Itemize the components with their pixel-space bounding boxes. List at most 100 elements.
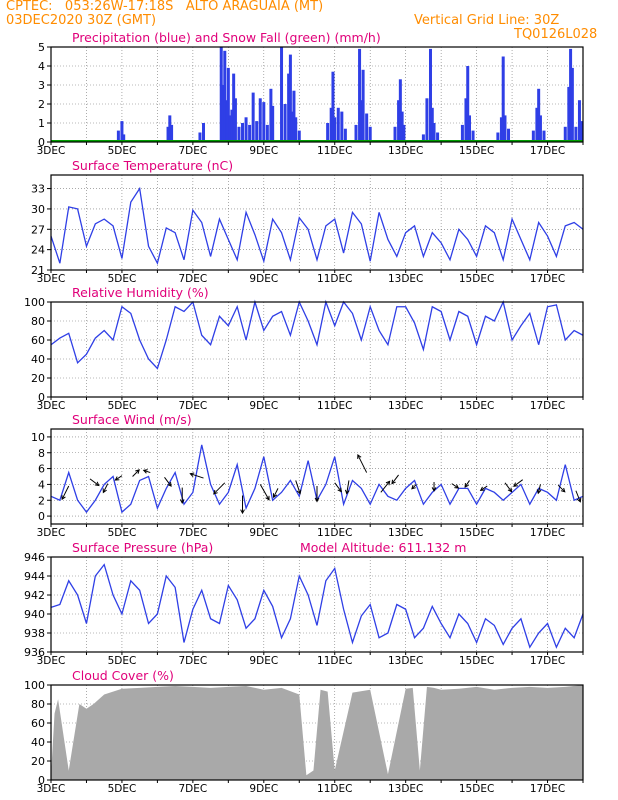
x-tick-label: 13DEC [388,783,423,795]
wind-arrow [164,476,172,487]
precip-bar [288,54,292,142]
precip-bar [251,92,255,142]
precip-bar [248,124,252,142]
plot-frame [50,428,584,525]
precip-bar [326,123,330,142]
wind-arrow [102,483,109,494]
precip-bar [230,109,234,142]
x-tick-label: 11DEC [317,145,352,157]
precip-bar [226,67,230,142]
precip-bar [569,48,573,142]
precip-bar [258,98,262,142]
precip-bar [225,100,229,142]
precip-bar [333,117,337,142]
pres-title: Surface Pressure (hPa) [72,540,213,555]
y-tick-label: 27 [31,223,45,236]
x-tick-label: 9DEC [249,400,278,412]
x-tick-label: 17DEC [530,145,565,157]
precip-bar [468,115,472,142]
precip-bar [499,117,503,142]
x-tick-label: 17DEC [530,655,565,667]
precip-bar [567,86,571,142]
precip-bar [336,107,340,142]
precip-bar [170,124,174,142]
precip-bar [292,90,296,142]
precip-bar [365,113,369,142]
wind-arrow [411,484,417,490]
x-tick-label: 5DEC [108,527,137,539]
plot-frame [50,684,584,781]
y-tick-label: 33 [31,183,45,196]
x-tick-label: 3DEC [37,400,66,412]
wind-arrow [213,482,226,495]
precip-bar [464,98,468,142]
precip-bar [400,111,404,142]
precip-bar [265,124,269,142]
x-tick-label: 13DEC [388,273,423,285]
temp-title: Surface Temperature (nC) [72,158,233,173]
x-tick-label: 3DEC [37,527,66,539]
x-tick-label: 3DEC [37,783,66,795]
wind-arrow [557,484,566,493]
x-tick-label: 17DEC [530,400,565,412]
precip-bar [542,130,546,142]
precip-bar [402,124,406,142]
precip-bar [503,115,507,142]
precip-bar [244,117,248,142]
x-tick-label: 13DEC [388,527,423,539]
wind-arrow [272,488,279,499]
precip-bar [269,88,273,142]
precip-bar [280,47,284,142]
wind-arrow [61,485,70,501]
precip-bar [202,123,206,142]
run-date: 03DEC2020 30Z (GMT) [6,13,157,28]
precip-bar [430,107,434,142]
y-tick-label: 2 [38,494,45,507]
plot-frame [50,46,584,143]
precip-bar [262,102,266,142]
x-tick-label: 9DEC [249,527,278,539]
x-tick-label: 11DEC [317,655,352,667]
y-tick-label: 20 [31,372,45,385]
wind-arrow [334,482,342,493]
precip-bar [255,121,259,142]
temp-panel: 21 24 27 30 33 3DEC 5DEC 7DEC 9DEC 11DEC 13DEC 15DE… [31,158,584,285]
precip-bar [574,126,578,142]
precip-bar [579,121,583,142]
rh-title: Relative Humidity (%) [72,285,209,300]
wind-arrow [504,482,513,493]
wind-arrow [295,480,302,495]
model-altitude-label: Model Altitude: 611.132 m [300,540,466,555]
precip-bar [563,126,567,142]
y-tick-label: 0 [38,136,45,149]
precip-bar [359,100,363,142]
wind-arrow [89,478,100,487]
precip-bar [287,73,291,142]
cloud-cover-area [51,685,583,780]
wind-arrow [142,469,151,474]
precip-bar [120,121,124,142]
precip-bar [168,115,172,142]
y-tick-label: 1 [38,117,45,130]
precip-bar [466,66,470,142]
x-tick-label: 5DEC [108,783,137,795]
precip-bar [329,107,333,142]
x-tick-label: 7DEC [178,527,207,539]
y-tick-label: 2 [38,98,45,111]
x-tick-label: 17DEC [530,273,565,285]
x-tick-label: 15DEC [459,783,494,795]
wind-arrow [240,495,245,515]
x-tick-label: 3DEC [37,655,66,667]
y-tick-label: 40 [31,353,45,366]
precip-bar [361,69,365,142]
x-tick-label: 11DEC [317,400,352,412]
precip-title: Precipitation (blue) and Snow Fall (gree… [72,30,381,45]
precip-bar [570,67,574,142]
wind-arrow [431,482,437,492]
precip-bar [228,115,232,142]
precip-bar [343,128,347,142]
x-tick-label: 7DEC [178,145,207,157]
y-tick-label: 936 [24,646,45,659]
x-tick-label: 11DEC [317,783,352,795]
precip-bar [398,79,402,142]
